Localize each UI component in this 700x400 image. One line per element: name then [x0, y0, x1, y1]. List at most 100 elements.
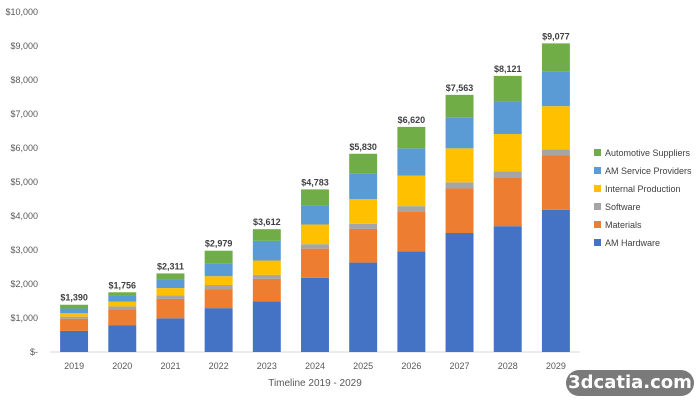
- bar-segment: [301, 244, 329, 249]
- bar-segment: [204, 263, 233, 277]
- bars: [60, 43, 570, 352]
- bar-segment: [445, 117, 474, 149]
- legend-label: Software: [605, 202, 641, 212]
- y-tick-label: $10,000: [5, 7, 38, 17]
- bar-segment: [301, 248, 329, 278]
- legend-label: Automotive Suppliers: [605, 148, 691, 158]
- legend-item: AM Hardware: [594, 238, 660, 248]
- bar-segment: [301, 205, 329, 225]
- legend: Automotive Suppliers AM Service Providers…: [594, 148, 692, 248]
- bar-segment: [60, 308, 89, 314]
- y-tick-label: $5,000: [10, 177, 38, 187]
- x-tick-label: 2019: [64, 361, 84, 371]
- legend-swatch: [594, 203, 601, 210]
- bar-segment: [156, 273, 185, 280]
- bar-segment: [108, 292, 137, 296]
- x-tick-label: 2024: [305, 361, 325, 371]
- x-tick-label: 2025: [353, 361, 373, 371]
- y-tick-label: $1,000: [10, 313, 38, 323]
- bar-segment: [349, 228, 378, 263]
- bar-segment: [493, 177, 522, 227]
- bar-segment: [349, 262, 378, 352]
- bar-segment: [252, 260, 281, 275]
- bar-segment: [541, 71, 570, 107]
- legend-item: AM Service Providers: [594, 166, 692, 176]
- bar-segment: [349, 173, 378, 199]
- bar-segment: [252, 240, 281, 261]
- y-tick-label: $6,000: [10, 143, 38, 153]
- total-label: $1,390: [60, 293, 88, 303]
- bar-segment: [493, 171, 522, 178]
- legend-label: AM Hardware: [605, 238, 660, 248]
- x-tick-label: 2022: [209, 361, 229, 371]
- y-tick-label: $7,000: [10, 109, 38, 119]
- legend-label: AM Service Providers: [605, 166, 692, 176]
- bar-segment: [204, 250, 233, 264]
- bar-segment: [445, 182, 474, 189]
- legend-swatch: [594, 239, 601, 246]
- bar-segment: [204, 285, 233, 290]
- x-tick-label: 2027: [450, 361, 470, 371]
- legend-swatch: [594, 221, 601, 228]
- y-tick-label: $-: [30, 347, 38, 357]
- bar-segment: [349, 199, 378, 224]
- bar-segment: [108, 306, 137, 310]
- bar-segment: [108, 309, 137, 326]
- bar-segment: [493, 101, 522, 135]
- x-axis: 2019 2020 2021 2022 2023 2024 2025 2026 2027 2028…: [64, 361, 566, 371]
- bar-segment: [397, 148, 426, 176]
- legend-swatch: [594, 149, 601, 156]
- total-label: $3,612: [253, 217, 281, 227]
- bar-segment: [156, 298, 185, 319]
- bar-segment: [493, 75, 522, 102]
- x-tick-label: 2020: [112, 361, 132, 371]
- x-tick-label: 2026: [401, 361, 421, 371]
- bar-segment: [252, 274, 281, 279]
- y-tick-label: $2,000: [10, 279, 38, 289]
- total-label: $7,563: [446, 83, 474, 93]
- bar-segment: [493, 134, 522, 172]
- legend-item: Automotive Suppliers: [594, 148, 691, 158]
- bar-segment: [541, 155, 570, 210]
- bar-segment: [445, 233, 474, 352]
- bar-segment: [349, 153, 378, 174]
- bar-segment: [541, 106, 570, 150]
- total-label: $5,830: [349, 142, 377, 152]
- bar-segment: [301, 277, 329, 352]
- y-tick-label: $4,000: [10, 211, 38, 221]
- legend-swatch: [594, 167, 601, 174]
- total-label: $6,620: [398, 115, 426, 125]
- bar-segment: [445, 94, 474, 118]
- watermark: 3dcatia.com: [566, 370, 694, 396]
- total-label: $2,311: [157, 261, 184, 271]
- bar-segment: [252, 229, 281, 241]
- total-label: $2,979: [205, 239, 233, 249]
- bar-segment: [252, 278, 281, 302]
- y-axis: $- $1,000 $2,000 $3,000 $4,000 $5,000 $6,000 $7…: [5, 7, 38, 357]
- total-label: $1,756: [109, 280, 137, 290]
- bar-segment: [156, 279, 185, 289]
- x-tick-label: 2028: [498, 361, 518, 371]
- total-labels: $1,390 $1,756 $2,311 $2,979 $3,612 $4,783 $5,8…: [60, 31, 569, 302]
- bar-segment: [60, 318, 89, 331]
- bar-segment: [108, 325, 137, 352]
- total-label: $9,077: [542, 31, 570, 41]
- bar-segment: [156, 318, 185, 352]
- legend-label: Materials: [605, 220, 642, 230]
- legend-label: Internal Production: [605, 184, 681, 194]
- bar-segment: [108, 301, 137, 307]
- bar-segment: [204, 308, 233, 352]
- bar-segment: [301, 224, 329, 245]
- bar-segment: [301, 189, 329, 206]
- y-tick-label: $9,000: [10, 41, 38, 51]
- y-tick-label: $8,000: [10, 75, 38, 85]
- bar-segment: [445, 188, 474, 233]
- bar-segment: [541, 149, 570, 156]
- bar-segment: [108, 295, 137, 302]
- bar-segment: [60, 330, 89, 352]
- total-label: $8,121: [494, 64, 522, 74]
- bar-segment: [541, 209, 570, 352]
- bar-segment: [60, 313, 89, 317]
- y-tick-label: $3,000: [10, 245, 38, 255]
